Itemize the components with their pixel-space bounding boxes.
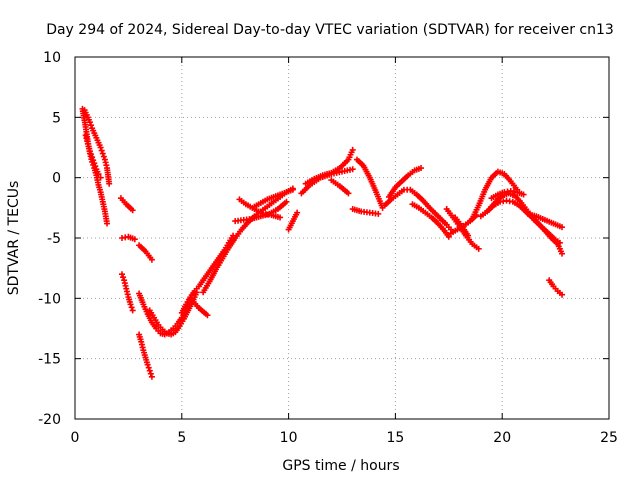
data-point (146, 367, 153, 374)
series-t31 (486, 190, 563, 246)
x-axis-label: GPS time / hours (282, 458, 399, 474)
series-t25 (409, 201, 452, 240)
series-t15 (236, 196, 284, 221)
data-point (88, 151, 95, 158)
data-point (283, 198, 290, 205)
y-tick-label: -20 (38, 412, 61, 428)
series-t34 (546, 277, 566, 298)
y-tick-label: -10 (38, 291, 61, 307)
data-point (86, 119, 93, 126)
data-point (129, 307, 136, 314)
data-point (475, 245, 482, 252)
x-tick-label: 10 (280, 430, 298, 446)
x-tick-label: 25 (600, 430, 618, 446)
data-point (349, 146, 356, 153)
data-point (92, 163, 99, 170)
data-point (127, 301, 134, 308)
data-point (97, 174, 104, 181)
chart-title: Day 294 of 2024, Sidereal Day-to-day VTE… (46, 22, 614, 38)
data-point (104, 220, 111, 227)
data-point (118, 271, 125, 278)
data-point (131, 236, 138, 243)
series-t14 (232, 198, 290, 225)
y-axis-label: SDTVAR / TECUs (6, 181, 22, 296)
data-point (559, 224, 566, 231)
y-tick-label: 5 (52, 110, 61, 126)
data-points (79, 105, 566, 380)
data-point (98, 147, 105, 154)
series-t23 (381, 186, 454, 233)
data-point (345, 190, 352, 197)
data-point (559, 250, 566, 257)
series-t13 (200, 185, 296, 296)
x-axis: 0 5 10 15 20 25 (71, 57, 618, 446)
data-point (294, 209, 301, 216)
data-point (100, 153, 107, 160)
data-point (465, 232, 472, 239)
data-point (106, 180, 113, 187)
data-point (86, 148, 93, 155)
series-t8 (136, 331, 155, 380)
series-t20 (328, 177, 352, 197)
series-t22 (349, 206, 382, 217)
series-t24 (385, 165, 425, 200)
data-point (559, 291, 566, 298)
x-tick-label: 0 (71, 430, 80, 446)
y-tick-label: -5 (47, 231, 61, 247)
data-point (97, 144, 104, 151)
series-t2 (81, 107, 113, 187)
series-t7 (118, 271, 136, 314)
series-t4 (117, 195, 136, 214)
series-t21 (353, 156, 386, 211)
data-point (556, 239, 563, 246)
data-point (90, 157, 97, 164)
y-axis: -20 -15 -10 -5 0 5 10 (38, 50, 609, 428)
data-point (375, 210, 382, 217)
data-point (89, 154, 96, 161)
data-point (418, 165, 425, 172)
data-point (88, 122, 95, 129)
data-point (277, 214, 284, 221)
data-point (349, 166, 356, 173)
y-tick-label: 10 (43, 50, 61, 66)
series-t12 (187, 295, 211, 319)
data-point (128, 304, 135, 311)
series-t32 (488, 187, 527, 202)
y-tick-label: 0 (52, 171, 61, 187)
series-t16 (251, 186, 296, 210)
data-point (204, 312, 211, 319)
series-t11 (178, 232, 237, 316)
y-tick-label: -15 (38, 352, 61, 368)
series-t10 (146, 289, 200, 338)
series-t17 (285, 209, 301, 233)
grid (75, 57, 609, 419)
series-t19 (302, 146, 356, 187)
data-point (91, 160, 98, 167)
data-point (120, 274, 127, 281)
series-t6 (136, 242, 155, 263)
data-point (147, 370, 154, 377)
data-point (95, 171, 102, 178)
data-point (145, 364, 152, 371)
series-t28 (452, 214, 472, 239)
data-point (445, 233, 452, 240)
data-point (148, 373, 155, 380)
x-tick-label: 5 (177, 430, 186, 446)
x-tick-label: 20 (493, 430, 511, 446)
data-point (144, 361, 151, 368)
series-t5 (118, 233, 138, 243)
data-point (520, 191, 527, 198)
series-t33 (524, 210, 566, 231)
x-tick-label: 15 (386, 430, 404, 446)
data-point (148, 256, 155, 263)
data-point (289, 186, 296, 193)
series-t3 (82, 132, 104, 181)
data-point (99, 150, 106, 157)
data-point (129, 207, 136, 214)
